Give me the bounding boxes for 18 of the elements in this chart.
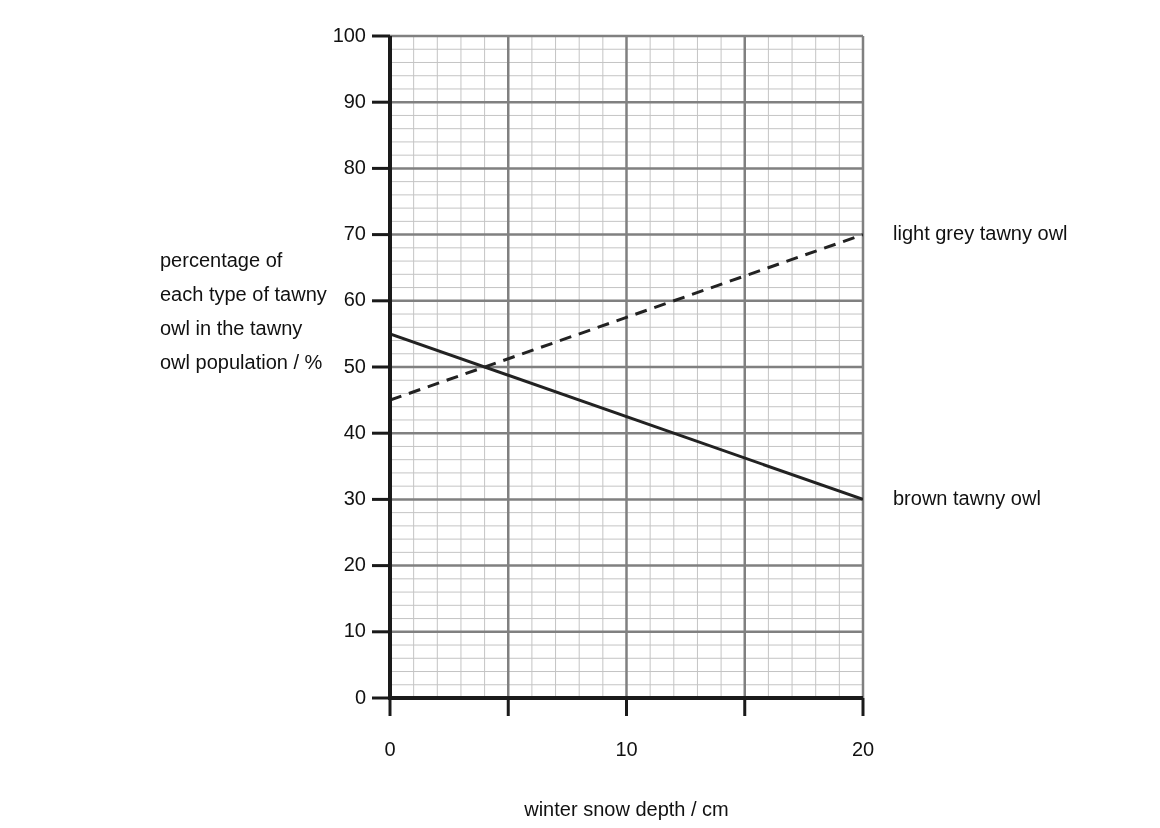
series-label: light grey tawny owl [893, 222, 1068, 245]
x-axis-title: winter snow depth / cm [523, 798, 730, 821]
x-tick-label: 10 [615, 737, 638, 760]
y-tick-label: 70 [343, 222, 366, 245]
y-axis-title: percentage of each type of tawny owl in the tawny owl population / % [160, 248, 328, 375]
y-tick-label: 100 [332, 23, 366, 46]
y-tick-label: 80 [343, 155, 366, 178]
y-tick-label: 10 [343, 619, 366, 642]
y-tick-label: 40 [343, 420, 366, 443]
series-label: brown tawny owl [893, 486, 1041, 509]
y-tick-label: 50 [343, 354, 366, 377]
y-tick-label: 20 [343, 553, 366, 576]
x-tick-label: 0 [384, 737, 396, 760]
x-tick-label: 20 [851, 737, 875, 760]
y-tick-label: 0 [354, 685, 366, 708]
y-tick-label: 90 [343, 89, 366, 112]
y-tick-label: 30 [343, 486, 366, 509]
y-tick-label: 60 [343, 288, 366, 311]
